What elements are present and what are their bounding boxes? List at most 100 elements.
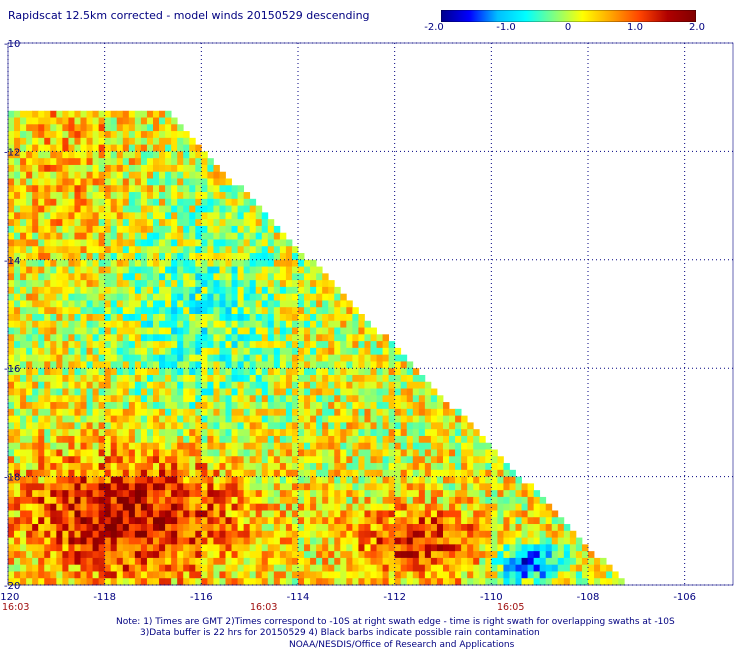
- heatmap-cell: [171, 517, 178, 525]
- heatmap-cell: [346, 374, 353, 383]
- heatmap-cell: [116, 300, 124, 308]
- heatmap-cell: [44, 408, 51, 417]
- heatmap-cell: [134, 408, 142, 417]
- heatmap-cell: [213, 578, 220, 586]
- heatmap-cell: [56, 381, 63, 389]
- heatmap-cell: [273, 530, 281, 538]
- heatmap-cell: [279, 327, 287, 335]
- heatmap-cell: [134, 442, 142, 450]
- heatmap-cell: [50, 144, 57, 152]
- heatmap-cell: [177, 137, 184, 146]
- heatmap-cell: [92, 158, 100, 166]
- heatmap-cell: [340, 435, 347, 444]
- heatmap-cell: [159, 131, 166, 139]
- heatmap-cell: [545, 551, 553, 559]
- heatmap-cell: [116, 273, 124, 281]
- heatmap-cell: [388, 469, 396, 477]
- heatmap-cell: [189, 402, 196, 410]
- heatmap-cell: [189, 476, 196, 484]
- heatmap-cell: [213, 232, 220, 240]
- heatmap-cell: [279, 442, 287, 450]
- heatmap-cell: [443, 564, 450, 572]
- heatmap-cell: [291, 435, 299, 444]
- heatmap-cell: [26, 110, 33, 118]
- heatmap-cell: [134, 144, 142, 152]
- heatmap-cell: [298, 496, 305, 505]
- heatmap-cell: [92, 571, 100, 579]
- heatmap-cell: [68, 239, 75, 247]
- heatmap-cell: [68, 476, 75, 484]
- heatmap-cell: [267, 564, 275, 572]
- heatmap-cell: [183, 307, 190, 315]
- heatmap-cell: [26, 517, 33, 525]
- heatmap-cell: [62, 144, 69, 152]
- heatmap-cell: [32, 259, 39, 267]
- heatmap-cell: [418, 395, 426, 403]
- heatmap-cell: [231, 381, 238, 389]
- heatmap-cell: [86, 307, 93, 315]
- heatmap-cell: [503, 564, 510, 572]
- heatmap-cell: [328, 524, 335, 532]
- heatmap-cell: [146, 293, 154, 301]
- heatmap-cell: [110, 517, 118, 525]
- heatmap-cell: [74, 259, 81, 267]
- heatmap-cell: [62, 192, 69, 200]
- heatmap-cell: [14, 205, 21, 213]
- heatmap-cell: [382, 415, 390, 423]
- heatmap-cell: [503, 517, 510, 525]
- heatmap-cell: [291, 402, 299, 410]
- heatmap-cell: [14, 388, 21, 396]
- heatmap-cell: [159, 415, 166, 423]
- heatmap-cell: [370, 463, 377, 471]
- heatmap-cell: [346, 557, 353, 566]
- heatmap-cell: [430, 517, 438, 525]
- heatmap-cell: [128, 314, 136, 322]
- heatmap-cell: [219, 517, 226, 525]
- heatmap-cell: [340, 557, 347, 566]
- heatmap-cell: [249, 300, 257, 308]
- heatmap-cell: [479, 476, 486, 484]
- heatmap-cell: [189, 503, 196, 511]
- heatmap-cell: [14, 496, 21, 505]
- heatmap-cell: [50, 524, 57, 532]
- heatmap-cell: [68, 232, 75, 240]
- heatmap-cell: [68, 286, 75, 295]
- heatmap-cell: [473, 578, 480, 586]
- heatmap-cell: [527, 551, 535, 559]
- heatmap-cell: [455, 551, 462, 559]
- heatmap-cell: [291, 293, 299, 301]
- heatmap-cell: [92, 381, 100, 389]
- heatmap-cell: [80, 307, 87, 315]
- heatmap-cell: [159, 144, 166, 152]
- heatmap-cell: [201, 435, 208, 444]
- heatmap-cell: [74, 456, 81, 464]
- heatmap-cell: [412, 429, 420, 437]
- heatmap-cell: [8, 117, 15, 125]
- heatmap-cell: [455, 442, 462, 450]
- heatmap-cell: [128, 219, 136, 227]
- heatmap-cell: [424, 537, 432, 545]
- heatmap-cell: [328, 395, 335, 403]
- heatmap-cell: [189, 185, 196, 193]
- heatmap-cell: [80, 544, 87, 552]
- heatmap-cell: [98, 280, 106, 288]
- heatmap-cell: [32, 280, 39, 288]
- heatmap-cell: [20, 144, 27, 152]
- heatmap-cell: [382, 517, 390, 525]
- heatmap-cell: [213, 178, 220, 186]
- heatmap-cell: [436, 442, 444, 450]
- heatmap-cell: [195, 246, 202, 254]
- heatmap-cell: [479, 442, 486, 450]
- heatmap-cell: [92, 408, 100, 417]
- heatmap-cell: [44, 341, 51, 349]
- heatmap-cell: [279, 388, 287, 396]
- heatmap-cell: [14, 537, 21, 545]
- heatmap-cell: [418, 510, 426, 518]
- heatmap-cell: [527, 517, 535, 525]
- heatmap-cell: [322, 476, 329, 484]
- heatmap-cell: [44, 402, 51, 410]
- heatmap-cell: [26, 314, 33, 322]
- heatmap-cell: [509, 551, 516, 559]
- heatmap-cell: [352, 429, 359, 437]
- heatmap-cell: [412, 496, 420, 505]
